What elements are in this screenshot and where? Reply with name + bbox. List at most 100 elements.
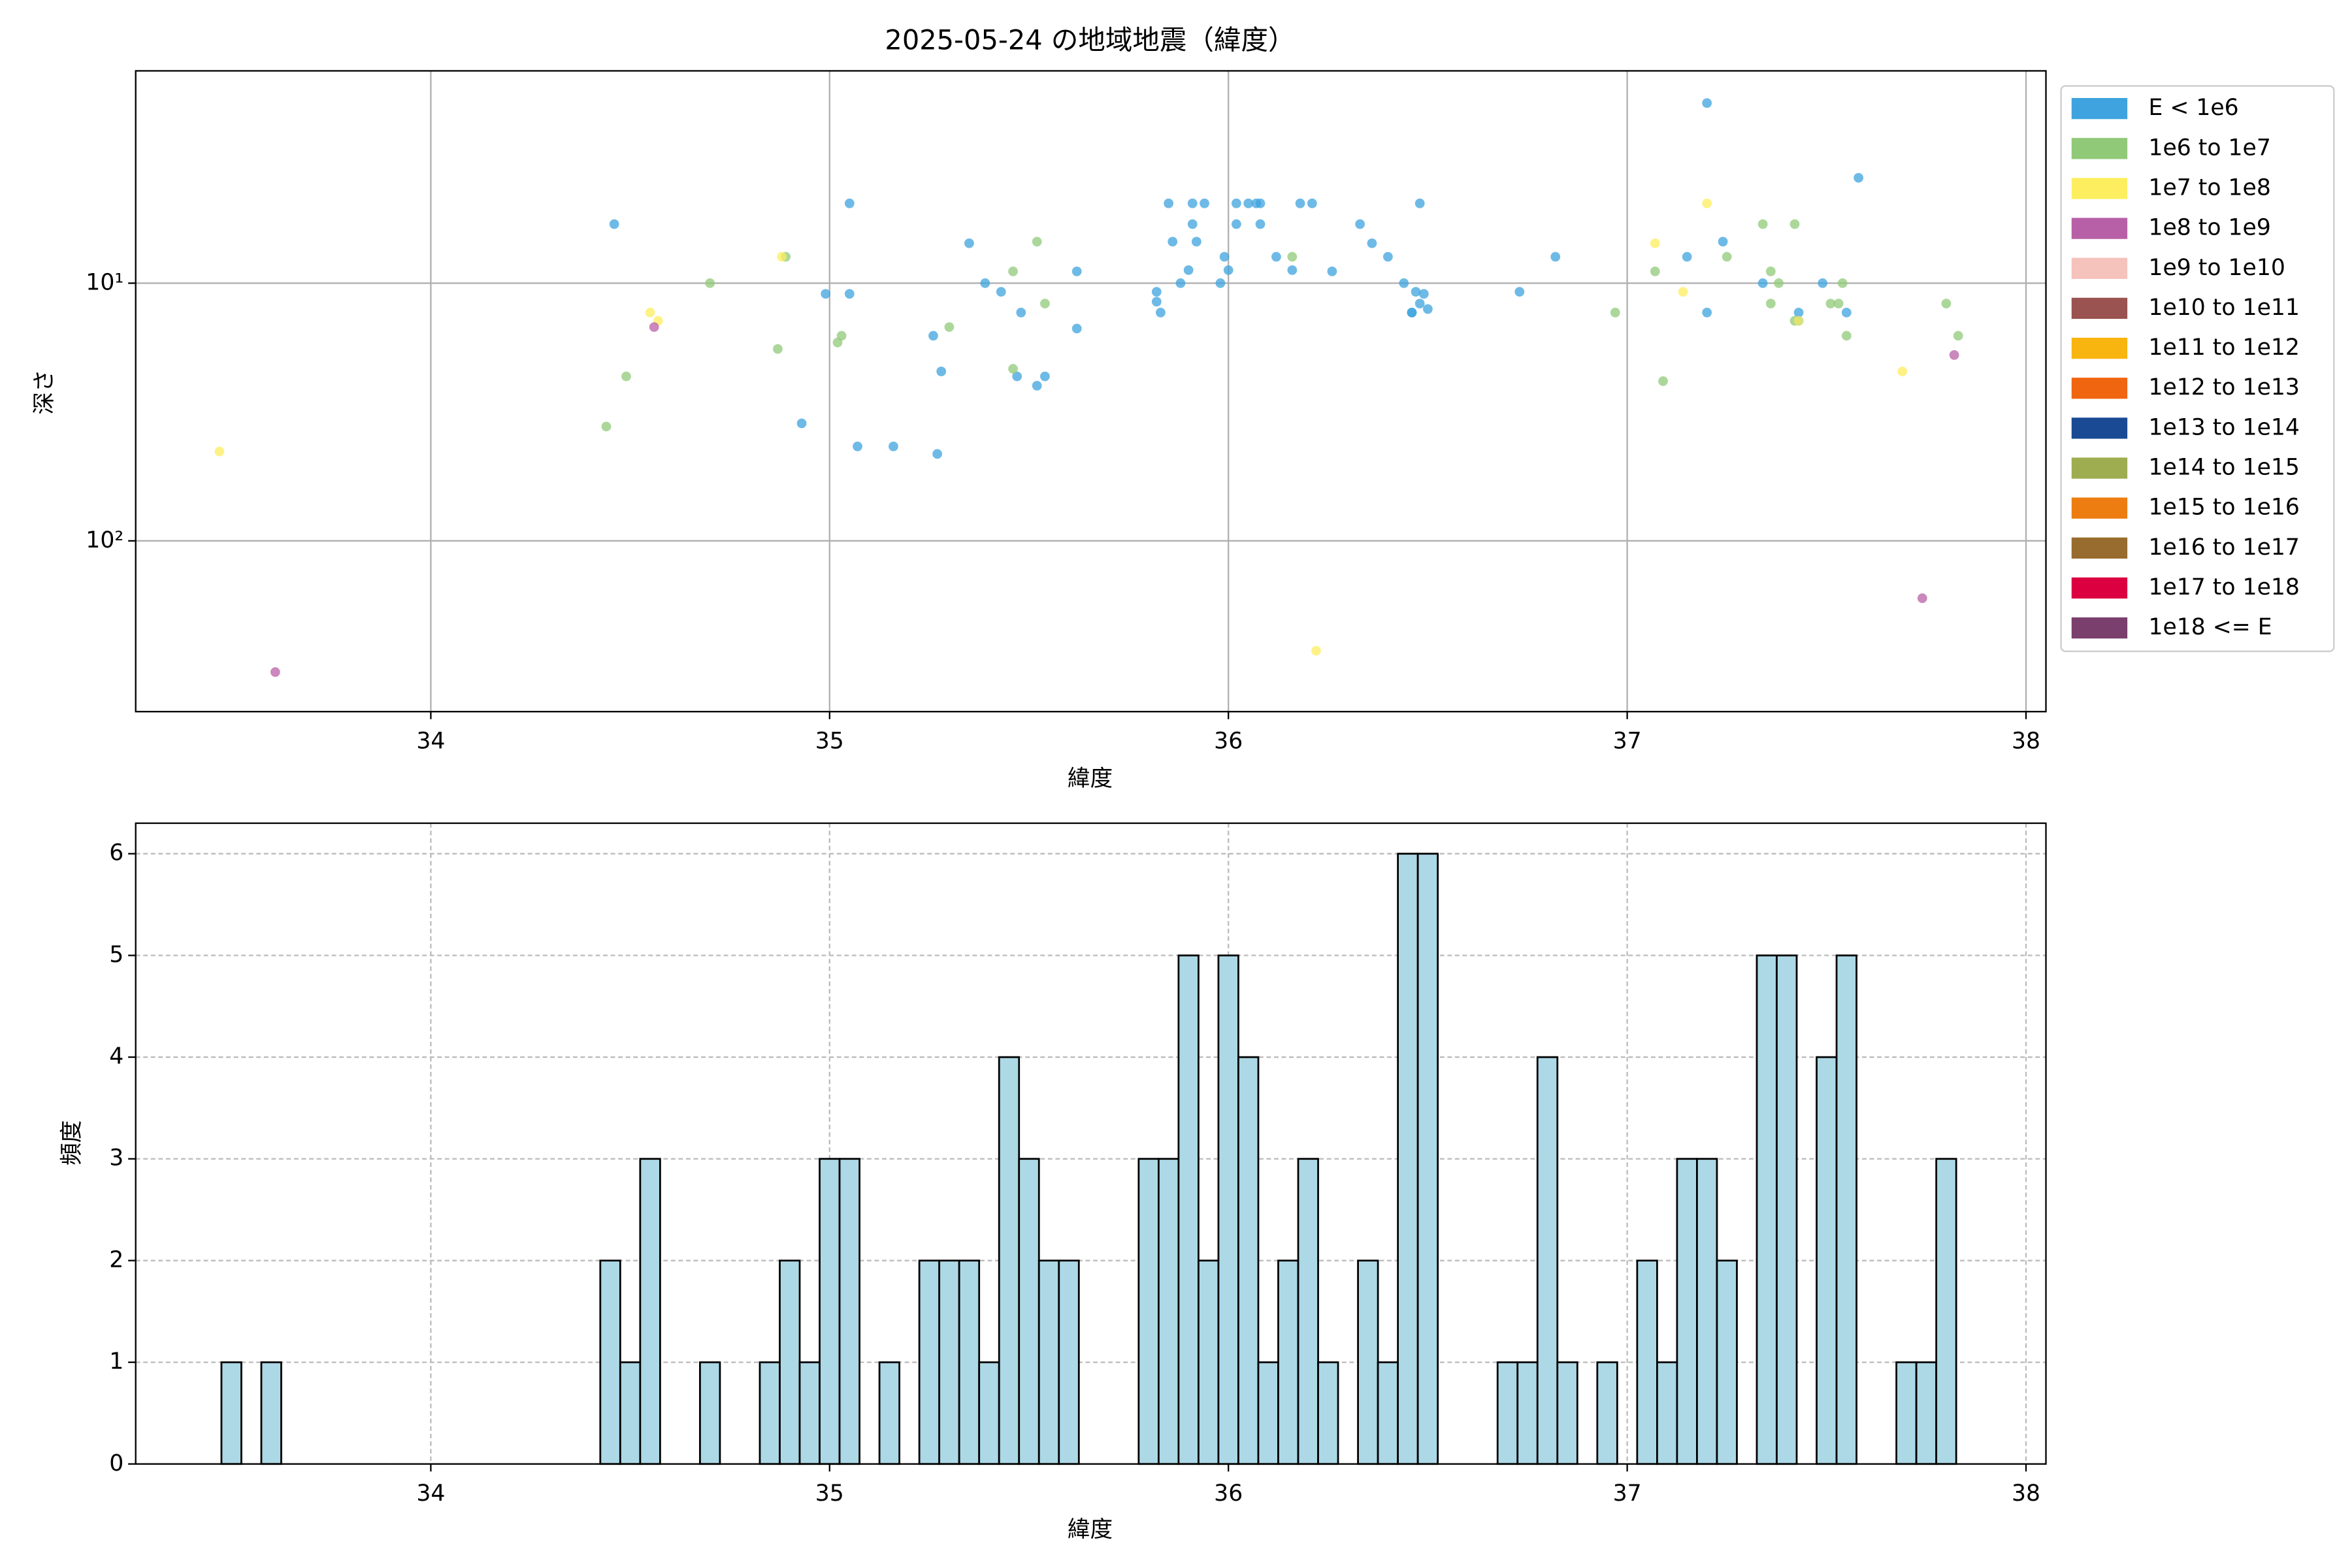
histogram-bar: [779, 1260, 801, 1465]
x-tick-label: 34: [416, 1480, 445, 1507]
histogram-bar: [1536, 1056, 1559, 1465]
histogram-bar: [1297, 1158, 1319, 1465]
histogram-bar: [1516, 1361, 1539, 1465]
legend-label: 1e12 to 1e13: [2148, 374, 2299, 400]
legend-swatch: [2071, 257, 2128, 279]
data-point: [1837, 278, 1848, 288]
plot-frame: [135, 70, 2047, 713]
data-point: [1232, 219, 1241, 229]
histogram-bar: [998, 1056, 1021, 1465]
data-point: [1232, 198, 1241, 208]
data-point: [853, 441, 862, 451]
y-tick-label: 6: [109, 840, 123, 866]
data-point: [796, 418, 807, 429]
data-point: [889, 441, 898, 451]
histogram-bar: [1696, 1158, 1718, 1465]
data-point: [1765, 299, 1776, 309]
data-point: [844, 289, 855, 299]
histogram-bar: [1018, 1158, 1040, 1465]
data-point: [1650, 266, 1660, 276]
histogram-bar: [599, 1260, 621, 1465]
histogram-bar: [1816, 1056, 1838, 1465]
histogram-bar: [1217, 954, 1239, 1465]
data-point: [1793, 307, 1804, 318]
y-tick-label: 0: [109, 1450, 123, 1477]
data-point: [1757, 278, 1768, 288]
histogram-bar: [878, 1361, 901, 1465]
data-point: [1287, 265, 1298, 275]
data-point: [1841, 307, 1852, 318]
data-point: [821, 289, 831, 299]
data-point: [705, 278, 715, 288]
data-point: [936, 367, 947, 376]
data-point: [1423, 304, 1433, 314]
legend-label: 1e8 to 1e9: [2148, 215, 2270, 241]
legend-label: E < 1e6: [2148, 95, 2238, 121]
data-point: [1718, 237, 1728, 247]
data-point: [1610, 307, 1620, 318]
x-tick-label: 35: [815, 1480, 844, 1507]
y-tick-label: 5: [109, 941, 123, 968]
data-point: [928, 331, 938, 341]
legend-swatch: [2071, 537, 2128, 559]
legend-label: 1e6 to 1e7: [2148, 135, 2270, 161]
histogram-bar: [1835, 954, 1857, 1465]
data-point: [1678, 287, 1688, 297]
data-point: [1702, 307, 1712, 318]
data-point: [1151, 297, 1162, 307]
data-point: [1032, 237, 1042, 247]
histogram-bar: [838, 1158, 860, 1465]
data-point: [609, 219, 619, 229]
data-point: [944, 322, 955, 332]
data-point: [1012, 371, 1022, 382]
histogram-bar: [759, 1361, 781, 1465]
data-point: [773, 344, 783, 354]
data-point: [1191, 237, 1201, 247]
data-point: [1223, 265, 1233, 275]
histogram-bar: [1935, 1158, 1957, 1465]
histogram-bar: [1636, 1260, 1658, 1465]
data-point: [1399, 278, 1409, 288]
data-point: [1650, 238, 1660, 248]
data-point: [601, 421, 612, 432]
data-point: [1833, 299, 1844, 309]
x-axis-label: 緯度: [1068, 766, 1113, 792]
data-point: [1414, 299, 1425, 309]
y-axis-label: 頻度: [59, 1120, 85, 1166]
legend-swatch: [2071, 218, 2128, 239]
legend-swatch: [2071, 138, 2128, 159]
histogram-bar: [1596, 1361, 1618, 1465]
data-point: [1295, 198, 1305, 208]
data-point: [1702, 198, 1712, 208]
histogram-bar: [1716, 1260, 1738, 1465]
x-tick-label: 36: [1214, 728, 1243, 754]
y-tick-label: 10²: [86, 527, 123, 553]
legend-swatch: [2071, 497, 2128, 519]
data-point: [1897, 367, 1908, 376]
y-tick-label: 1: [109, 1348, 123, 1375]
legend-label: 1e9 to 1e10: [2148, 255, 2285, 281]
histogram-bar: [1895, 1361, 1918, 1465]
data-point: [1765, 266, 1776, 276]
data-point: [1287, 252, 1298, 262]
data-point: [1414, 198, 1425, 208]
data-point: [1008, 364, 1018, 374]
legend-box: [2060, 85, 2335, 653]
data-point: [1183, 265, 1194, 275]
legend-swatch: [2071, 417, 2128, 439]
histogram-bar: [619, 1361, 642, 1465]
x-tick-label: 38: [2012, 1480, 2040, 1507]
data-point: [1307, 198, 1317, 208]
data-point: [1255, 219, 1266, 229]
data-point: [1243, 198, 1254, 208]
data-point: [1917, 593, 1927, 604]
histogram-bar: [978, 1361, 1000, 1465]
histogram-bar: [1058, 1260, 1080, 1465]
data-point: [1156, 307, 1166, 318]
histogram-bar: [1496, 1361, 1519, 1465]
data-point: [996, 287, 1006, 297]
y-tick-label: 2: [109, 1247, 123, 1273]
histogram-bar: [220, 1361, 242, 1465]
legend-label: 1e18 <= E: [2148, 614, 2272, 640]
